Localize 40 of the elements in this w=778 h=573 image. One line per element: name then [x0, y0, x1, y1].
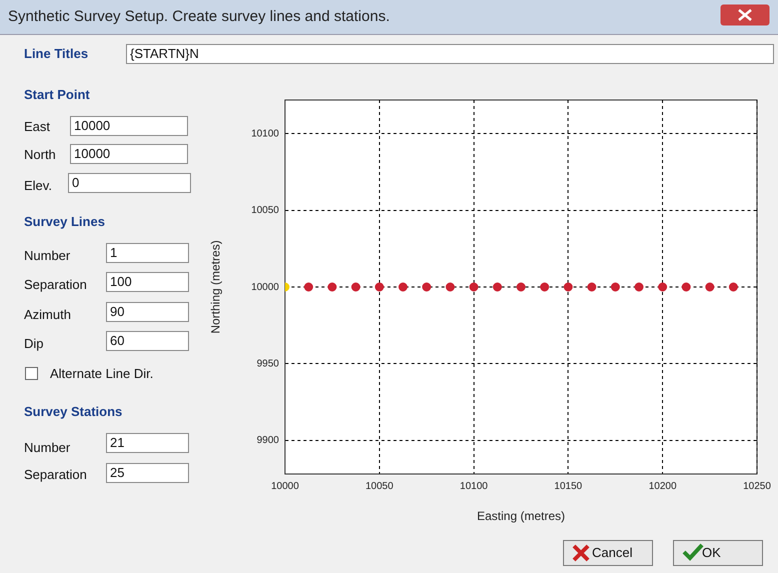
y-tick-label: 9950	[256, 358, 280, 370]
text: Line Titles	[24, 46, 88, 61]
text: Cancel	[563, 540, 653, 566]
text: 10000	[70, 144, 188, 164]
y-tick-label: 10000	[251, 282, 280, 293]
y-tick-label: 10100	[251, 128, 280, 140]
text: 0	[68, 173, 191, 193]
y-tick-label: 9900	[256, 435, 280, 446]
text: North	[24, 147, 56, 162]
x-axis-title: Easting (metres)	[476, 509, 566, 524]
text: Start Point	[24, 87, 90, 102]
text: Separation	[24, 467, 87, 482]
text: {STARTN}N	[126, 44, 774, 64]
text: Survey Stations	[24, 404, 122, 419]
text: Survey Lines	[24, 214, 105, 229]
y-axis-title: Northing (metres)	[208, 240, 223, 334]
x-tick-label: 10000	[271, 480, 300, 492]
x-tick-label: 10200	[648, 480, 677, 492]
text: Elev.	[24, 178, 52, 193]
text: 21	[106, 433, 189, 453]
x-tick-label: 10150	[554, 480, 583, 492]
text: OK	[673, 540, 763, 566]
text: Separation	[24, 277, 87, 292]
text: Number	[24, 248, 70, 263]
text: Azimuth	[24, 307, 71, 322]
text: 1	[106, 243, 189, 263]
text: 60	[106, 331, 189, 351]
y-tick-label: 10050	[251, 205, 280, 216]
text: 100	[106, 272, 189, 292]
text: 90	[106, 302, 189, 322]
chart-title: Synthetic Survey Setup. Create survey lines and stations.	[8, 8, 390, 25]
text: Dip	[24, 336, 44, 351]
text: Alternate Line Dir.	[50, 366, 154, 381]
text: 10000	[70, 116, 188, 136]
text: Number	[24, 440, 70, 455]
x-tick-label: 10100	[460, 480, 488, 492]
x-tick-label: 10250	[743, 480, 772, 492]
text: East	[24, 119, 50, 134]
text: 25	[106, 463, 189, 483]
x-tick-label: 10050	[365, 480, 394, 492]
